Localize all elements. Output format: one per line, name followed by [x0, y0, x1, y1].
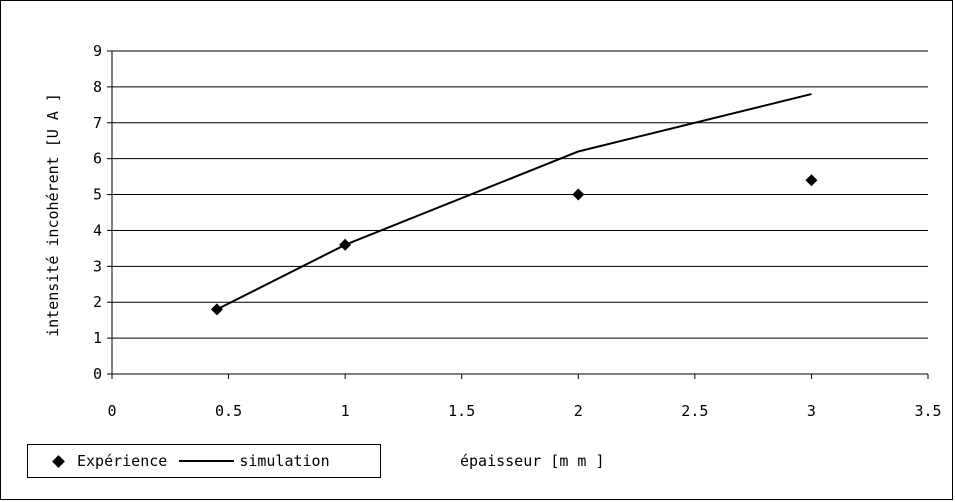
y-tick-label: 2 — [93, 293, 102, 311]
experience-point — [805, 174, 818, 187]
axes — [107, 50, 929, 379]
x-tick-label: 1 — [341, 402, 350, 420]
y-tick-label: 4 — [93, 221, 102, 239]
x-tick-label: 2.5 — [681, 402, 708, 420]
experience-point — [572, 188, 585, 201]
tick-labels: 0 1 2 3 4 5 6 7 8 9 0 0.5 1 1.5 2 2.5 3 3.5 — [93, 42, 942, 420]
diamond-marker-icon — [52, 454, 65, 468]
legend-label-simulation: simulation — [239, 452, 330, 470]
y-tick-label: 6 — [93, 150, 102, 168]
legend-item-simulation: simulation — [167, 445, 330, 477]
y-tick-label: 3 — [93, 257, 102, 275]
grid-lines — [112, 50, 928, 339]
x-tick-label: 3 — [807, 402, 816, 420]
experience-point — [210, 303, 223, 316]
y-tick-label: 9 — [93, 42, 102, 60]
y-tick-label: 0 — [93, 365, 102, 383]
x-tick-label: 0 — [107, 402, 116, 420]
x-tick-label: 1.5 — [448, 402, 475, 420]
x-tick-label: 0.5 — [215, 402, 242, 420]
y-tick-label: 5 — [93, 186, 102, 204]
legend: Expérience simulation — [27, 444, 381, 478]
line-marker-icon — [179, 460, 235, 462]
x-tick-label: 3.5 — [914, 402, 941, 420]
x-axis-title: épaisseur [m m ] — [460, 452, 605, 470]
series — [210, 93, 818, 316]
y-tick-label: 1 — [93, 329, 102, 347]
legend-item-experience: Expérience — [28, 445, 167, 477]
simulation-line — [216, 93, 812, 311]
x-tick-label: 2 — [574, 402, 583, 420]
legend-label-experience: Expérience — [77, 452, 168, 470]
y-tick-label: 7 — [93, 114, 102, 132]
experience-point — [339, 238, 352, 251]
y-axis-title: intensité incohérent [U A ] — [44, 93, 62, 337]
y-tick-label: 8 — [93, 78, 102, 96]
